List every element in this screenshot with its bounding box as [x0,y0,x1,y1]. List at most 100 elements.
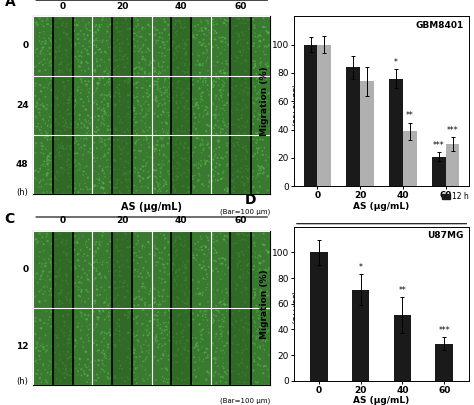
Point [132,111,140,117]
Point [255,167,263,173]
Point [38,234,46,241]
Point [98,339,106,345]
Point [259,324,267,331]
Text: 60: 60 [234,216,247,225]
Point [244,330,252,336]
Point [205,329,213,336]
Point [176,338,184,344]
Point [106,82,113,88]
Point [92,258,100,265]
Point [159,126,166,132]
Point [210,26,217,33]
Point [99,39,106,45]
Point [63,252,70,258]
Point [133,79,140,85]
Point [155,70,162,76]
Point [68,122,75,128]
Text: (Bar=100 μm): (Bar=100 μm) [220,397,270,403]
Point [198,90,206,96]
Point [99,37,107,43]
Point [82,348,90,355]
Point [183,337,191,343]
Point [63,273,71,279]
Point [192,100,200,107]
Point [46,80,54,86]
Point [33,270,41,277]
Bar [211,308,270,385]
Point [46,136,54,143]
Point [232,240,239,247]
Point [59,123,66,130]
Point [125,245,133,251]
Point [152,18,160,24]
Point [153,332,160,338]
Point [182,76,190,82]
Point [156,165,164,172]
Point [243,189,250,196]
Point [53,116,60,122]
Point [104,156,111,163]
Point [184,65,192,71]
Point [42,94,49,100]
Point [32,47,39,53]
Point [241,287,248,294]
Point [204,111,211,117]
Point [86,27,94,34]
Point [219,105,227,112]
Point [228,352,235,358]
Point [216,34,223,41]
Point [234,281,241,288]
Point [61,333,68,339]
Point [243,174,251,181]
Point [59,360,66,366]
Point [156,44,164,50]
Point [197,99,204,105]
Point [222,22,230,29]
Point [128,294,136,301]
Point [127,243,135,249]
Point [82,78,89,84]
Point [251,239,258,246]
Point [133,313,140,320]
Point [121,336,128,343]
Point [238,230,246,237]
Point [121,294,129,300]
Point [64,151,72,158]
Point [117,362,124,369]
Point [232,83,240,90]
Point [83,125,91,132]
Point [99,229,107,236]
Point [110,143,118,149]
Point [258,334,265,341]
Point [165,252,173,258]
Point [218,320,226,327]
Point [244,36,251,42]
Point [42,133,50,140]
Point [203,142,211,148]
Point [93,183,101,189]
Point [255,171,262,177]
Point [132,354,140,360]
Point [107,141,115,147]
Point [110,309,118,315]
Point [223,61,230,67]
Point [60,318,68,325]
Point [37,143,45,149]
Point [139,280,147,287]
Point [205,179,213,186]
Point [263,51,270,58]
Point [113,285,121,291]
Point [196,173,203,179]
Point [85,363,92,369]
Point [177,242,185,248]
Point [83,373,91,379]
Bar [152,76,211,135]
Point [92,283,100,289]
Point [219,78,227,85]
Point [176,19,183,26]
Point [170,333,177,340]
Point [85,296,92,302]
Point [181,62,189,69]
Point [32,80,40,87]
Point [260,363,268,369]
